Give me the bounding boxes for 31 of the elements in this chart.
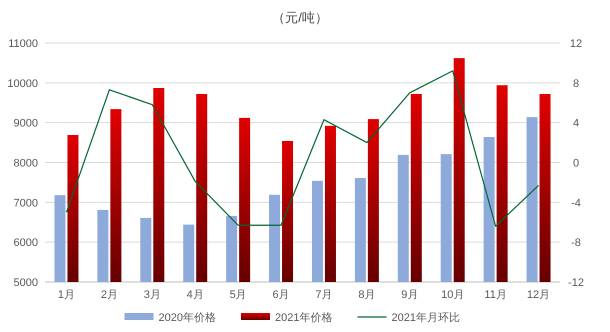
y2-tick-label: -8: [571, 237, 581, 250]
y2-tick-label: 8: [572, 78, 580, 90]
x-tick-label: 4月: [186, 289, 204, 301]
y-tick-label: 5000: [14, 277, 38, 289]
y2-tick-label: 12: [570, 38, 582, 50]
y-tick-label: 11000: [8, 38, 38, 50]
x-tick-label: 2月: [100, 289, 118, 301]
x-tick-label: 12月: [526, 289, 550, 301]
chart-title: （元/吨）: [272, 10, 328, 25]
x-tick-label: 1月: [58, 289, 76, 301]
y-tick-label: 9000: [14, 118, 38, 130]
y2-tick-label: 4: [572, 118, 580, 130]
y2-tick-label: -4: [571, 197, 581, 210]
x-tick-label: 10月: [441, 289, 464, 301]
line-series: [66, 70, 540, 227]
y-tick-label: 6000: [14, 237, 38, 250]
legend-label: 2021年月环比: [392, 311, 460, 324]
x-tick-label: 9月: [401, 289, 418, 301]
x-tick-label: 11月: [484, 289, 507, 301]
legend-label: 2020年价格: [158, 312, 216, 324]
x-tick-label: 5月: [230, 289, 247, 301]
x-tick-label: 3月: [144, 289, 161, 301]
y-tick-label: 8000: [14, 158, 38, 170]
x-tick-label: 7月: [315, 289, 333, 301]
y2-tick-label: -12: [568, 277, 584, 289]
x-tick-label: 6月: [272, 289, 290, 301]
x-tick-label: 8月: [358, 289, 376, 301]
y-tick-label: 10000: [7, 78, 38, 90]
y2-tick-label: 0: [572, 158, 580, 170]
y-tick-label: 7000: [14, 197, 38, 210]
legend-label: 2021年价格: [275, 312, 332, 324]
